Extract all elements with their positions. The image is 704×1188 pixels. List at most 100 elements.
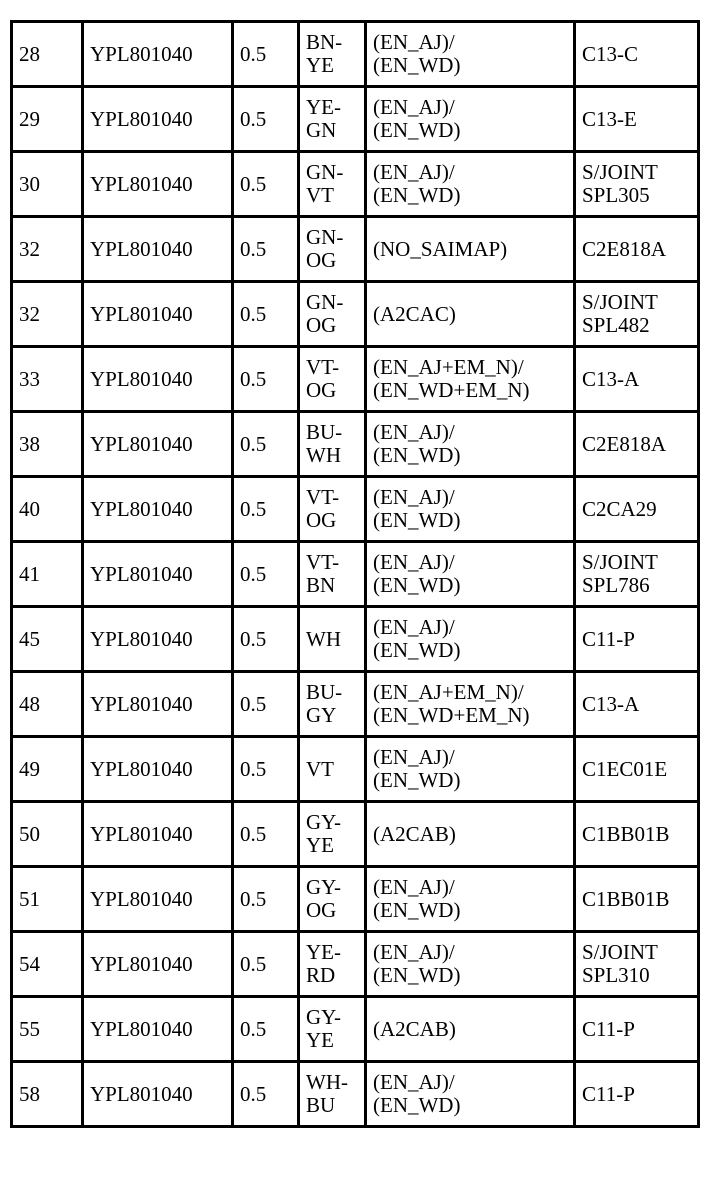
part-number-cell: YPL801040 (81, 605, 234, 673)
table-row: 48 YPL801040 0.5 BU- GY (EN_AJ+EM_N)/ (EN_WD… (10, 670, 700, 738)
size-cell: 0.5 (231, 540, 300, 608)
option-cell: (EN_AJ)/ (EN_WD) (364, 410, 576, 478)
table-row: 32 YPL801040 0.5 GN- OG (A2CAC) S/JOINT SPL48… (10, 280, 700, 348)
size-cell: 0.5 (231, 280, 300, 348)
destination-cell: C11-P (573, 605, 700, 673)
part-number-cell: YPL801040 (81, 930, 234, 998)
table-row: 41 YPL801040 0.5 VT- BN (EN_AJ)/ (EN_WD) S/JO… (10, 540, 700, 608)
option-cell: (EN_AJ+EM_N)/ (EN_WD+EM_N) (364, 345, 576, 413)
destination-cell: C1EC01E (573, 735, 700, 803)
pin-cell: 41 (10, 540, 84, 608)
size-cell: 0.5 (231, 475, 300, 543)
part-number-cell: YPL801040 (81, 800, 234, 868)
destination-cell: S/JOINT SPL786 (573, 540, 700, 608)
table-row: 45 YPL801040 0.5 WH (EN_AJ)/ (EN_WD) C11-P (10, 605, 700, 673)
table-row: 32 YPL801040 0.5 GN- OG (NO_SAIMAP) C2E818A (10, 215, 700, 283)
color-cell: WH (297, 605, 367, 673)
destination-cell: C13-A (573, 345, 700, 413)
size-cell: 0.5 (231, 20, 300, 88)
option-cell: (EN_AJ)/ (EN_WD) (364, 20, 576, 88)
wiring-table: 28 YPL801040 0.5 BN- YE (EN_AJ)/ (EN_WD) C13-… (10, 20, 700, 1128)
option-cell: (A2CAB) (364, 800, 576, 868)
destination-cell: C13-E (573, 85, 700, 153)
color-cell: GN- OG (297, 280, 367, 348)
pin-cell: 45 (10, 605, 84, 673)
color-cell: WH- BU (297, 1060, 367, 1128)
size-cell: 0.5 (231, 215, 300, 283)
pin-cell: 58 (10, 1060, 84, 1128)
option-cell: (EN_AJ)/ (EN_WD) (364, 735, 576, 803)
size-cell: 0.5 (231, 865, 300, 933)
destination-cell: C2CA29 (573, 475, 700, 543)
part-number-cell: YPL801040 (81, 85, 234, 153)
destination-cell: S/JOINT SPL482 (573, 280, 700, 348)
part-number-cell: YPL801040 (81, 280, 234, 348)
color-cell: YE- RD (297, 930, 367, 998)
destination-cell: C1BB01B (573, 865, 700, 933)
pin-cell: 54 (10, 930, 84, 998)
pin-cell: 50 (10, 800, 84, 868)
option-cell: (A2CAC) (364, 280, 576, 348)
part-number-cell: YPL801040 (81, 150, 234, 218)
pin-cell: 32 (10, 280, 84, 348)
option-cell: (EN_AJ)/ (EN_WD) (364, 475, 576, 543)
color-cell: VT- OG (297, 475, 367, 543)
pin-cell: 40 (10, 475, 84, 543)
pin-cell: 48 (10, 670, 84, 738)
table-row: 50 YPL801040 0.5 GY- YE (A2CAB) C1BB01B (10, 800, 700, 868)
pin-cell: 28 (10, 20, 84, 88)
part-number-cell: YPL801040 (81, 1060, 234, 1128)
option-cell: (EN_AJ)/ (EN_WD) (364, 150, 576, 218)
option-cell: (EN_AJ)/ (EN_WD) (364, 85, 576, 153)
size-cell: 0.5 (231, 930, 300, 998)
table-row: 28 YPL801040 0.5 BN- YE (EN_AJ)/ (EN_WD) C13-… (10, 20, 700, 88)
size-cell: 0.5 (231, 670, 300, 738)
color-cell: BU- WH (297, 410, 367, 478)
option-cell: (A2CAB) (364, 995, 576, 1063)
size-cell: 0.5 (231, 735, 300, 803)
destination-cell: S/JOINT SPL310 (573, 930, 700, 998)
color-cell: VT (297, 735, 367, 803)
table-row: 40 YPL801040 0.5 VT- OG (EN_AJ)/ (EN_WD) C2CA… (10, 475, 700, 543)
part-number-cell: YPL801040 (81, 475, 234, 543)
pin-cell: 32 (10, 215, 84, 283)
part-number-cell: YPL801040 (81, 540, 234, 608)
color-cell: GN- VT (297, 150, 367, 218)
color-cell: YE- GN (297, 85, 367, 153)
color-cell: VT- BN (297, 540, 367, 608)
color-cell: GY- YE (297, 995, 367, 1063)
size-cell: 0.5 (231, 85, 300, 153)
destination-cell: C2E818A (573, 215, 700, 283)
size-cell: 0.5 (231, 410, 300, 478)
pin-cell: 51 (10, 865, 84, 933)
size-cell: 0.5 (231, 345, 300, 413)
destination-cell: C2E818A (573, 410, 700, 478)
size-cell: 0.5 (231, 800, 300, 868)
option-cell: (EN_AJ+EM_N)/ (EN_WD+EM_N) (364, 670, 576, 738)
table-body: 28 YPL801040 0.5 BN- YE (EN_AJ)/ (EN_WD) C13-… (10, 20, 700, 1128)
table-row: 58 YPL801040 0.5 WH- BU (EN_AJ)/ (EN_WD) C11-… (10, 1060, 700, 1128)
table-row: 55 YPL801040 0.5 GY- YE (A2CAB) C11-P (10, 995, 700, 1063)
option-cell: (EN_AJ)/ (EN_WD) (364, 930, 576, 998)
table-row: 30 YPL801040 0.5 GN- VT (EN_AJ)/ (EN_WD) S/JO… (10, 150, 700, 218)
pin-cell: 33 (10, 345, 84, 413)
color-cell: GY- OG (297, 865, 367, 933)
part-number-cell: YPL801040 (81, 735, 234, 803)
part-number-cell: YPL801040 (81, 865, 234, 933)
option-cell: (EN_AJ)/ (EN_WD) (364, 540, 576, 608)
color-cell: VT- OG (297, 345, 367, 413)
table-row: 51 YPL801040 0.5 GY- OG (EN_AJ)/ (EN_WD) C1BB… (10, 865, 700, 933)
destination-cell: C11-P (573, 1060, 700, 1128)
pin-cell: 55 (10, 995, 84, 1063)
option-cell: (NO_SAIMAP) (364, 215, 576, 283)
size-cell: 0.5 (231, 605, 300, 673)
destination-cell: S/JOINT SPL305 (573, 150, 700, 218)
option-cell: (EN_AJ)/ (EN_WD) (364, 865, 576, 933)
size-cell: 0.5 (231, 1060, 300, 1128)
table-row: 29 YPL801040 0.5 YE- GN (EN_AJ)/ (EN_WD) C13-… (10, 85, 700, 153)
destination-cell: C1BB01B (573, 800, 700, 868)
table-row: 33 YPL801040 0.5 VT- OG (EN_AJ+EM_N)/ (EN_WD… (10, 345, 700, 413)
table-row: 38 YPL801040 0.5 BU- WH (EN_AJ)/ (EN_WD) C2E8… (10, 410, 700, 478)
option-cell: (EN_AJ)/ (EN_WD) (364, 1060, 576, 1128)
color-cell: GN- OG (297, 215, 367, 283)
